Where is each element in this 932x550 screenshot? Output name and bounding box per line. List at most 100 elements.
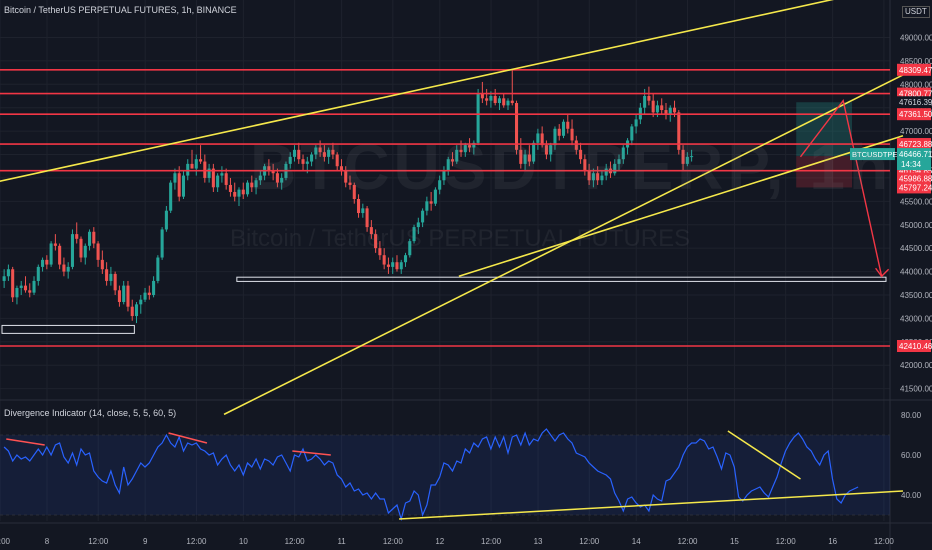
- countdown-label: 14:34: [901, 160, 922, 169]
- candle: [485, 98, 489, 101]
- candle: [318, 147, 322, 153]
- candle: [463, 145, 467, 153]
- support-zone: [1, 324, 135, 334]
- price-tick-label: 45000.00: [900, 221, 932, 230]
- candle: [190, 163, 194, 169]
- candle: [331, 149, 335, 155]
- candle: [224, 173, 228, 185]
- candle: [523, 154, 527, 164]
- time-tick-label: 10: [239, 537, 248, 546]
- candle: [459, 149, 463, 153]
- candle: [544, 145, 548, 155]
- candle: [369, 227, 373, 235]
- candle: [506, 100, 510, 106]
- candle: [122, 285, 126, 303]
- candle: [651, 100, 655, 113]
- candle: [305, 161, 309, 164]
- candle: [28, 290, 32, 293]
- candle: [96, 243, 100, 260]
- candle: [117, 290, 121, 303]
- candle: [2, 276, 6, 281]
- candle: [79, 238, 83, 258]
- trendline: [0, 0, 835, 183]
- price-level-label: 47361.50: [899, 110, 932, 119]
- candle: [237, 189, 241, 197]
- symbol-tag-label: BTCUSDTPERP: [852, 150, 908, 159]
- candle: [297, 149, 301, 160]
- price-level-tag: [897, 108, 931, 121]
- candle: [553, 128, 557, 146]
- candle: [416, 222, 420, 228]
- rsi-divergence: [6, 438, 45, 446]
- candle: [339, 166, 343, 171]
- candle: [643, 95, 647, 108]
- candle: [134, 304, 139, 317]
- candle: [6, 269, 10, 277]
- currency-label[interactable]: USDT: [902, 6, 930, 18]
- candle: [672, 107, 677, 113]
- price-level-tag: [897, 181, 931, 194]
- candle: [49, 243, 53, 265]
- candle: [250, 182, 254, 188]
- price-level-tag: [897, 138, 931, 151]
- candle: [310, 154, 314, 162]
- price-tick-label: 42000.00: [900, 361, 932, 370]
- candle: [280, 177, 284, 183]
- rsi-tick-label: 60.00: [901, 451, 922, 460]
- candle: [233, 191, 237, 197]
- rsi-trendline: [727, 430, 801, 480]
- projection-arrowhead: [875, 267, 890, 278]
- candle: [211, 168, 215, 188]
- candle: [62, 264, 66, 272]
- watermark-ticker: BTCUSDTPERP, 1h: [250, 131, 893, 203]
- candle: [254, 180, 258, 188]
- candle: [75, 234, 79, 239]
- candle: [15, 287, 19, 298]
- target-zone: [796, 102, 852, 157]
- candle: [621, 147, 625, 160]
- time-tick-label: 9: [143, 537, 148, 546]
- candle: [130, 306, 134, 317]
- candle: [143, 292, 147, 300]
- candle: [156, 257, 160, 281]
- candle: [604, 168, 608, 176]
- candle: [472, 142, 476, 148]
- candle: [100, 259, 104, 270]
- candle: [32, 280, 36, 293]
- price-tick-label: 43500.00: [900, 291, 932, 300]
- time-tick-label: 11: [337, 537, 346, 546]
- price-level-label: 47616.39: [899, 98, 932, 107]
- time-tick-label: 12:00: [874, 537, 895, 546]
- time-tick-label: 12:00: [579, 537, 600, 546]
- candle: [617, 159, 621, 164]
- candle: [677, 112, 681, 150]
- candle: [600, 175, 604, 181]
- symbol-title[interactable]: Bitcoin / TetherUS PERPETUAL FUTURES, 1h…: [4, 5, 237, 15]
- time-axis: 12:00 8 12:00 9 12:00 10 12:00 11 12:00 12 12:00 13…: [0, 537, 894, 546]
- candle: [314, 147, 318, 155]
- candle: [442, 170, 446, 181]
- candle: [169, 182, 173, 211]
- candle: [19, 285, 23, 288]
- time-tick-label: 12:00: [481, 537, 502, 546]
- candle: [579, 149, 583, 160]
- price-level-tag: [897, 96, 931, 109]
- candle: [557, 128, 561, 136]
- candle: [446, 159, 450, 171]
- candle: [66, 266, 70, 272]
- candle: [374, 234, 378, 249]
- candle: [245, 182, 250, 195]
- candle: [105, 269, 109, 281]
- candle: [438, 180, 442, 190]
- price-level-label: 48309.47: [899, 66, 932, 75]
- time-tick-label: 12:00: [0, 537, 11, 546]
- trendline: [223, 74, 904, 416]
- candle: [357, 199, 361, 214]
- price-level-label: 46154.85: [899, 167, 932, 176]
- indicator-title[interactable]: Divergence Indicator (14, close, 5, 5, 6…: [4, 408, 177, 418]
- price-tick-label: 48000.00: [900, 80, 932, 89]
- candle: [664, 110, 668, 115]
- candle: [583, 159, 587, 171]
